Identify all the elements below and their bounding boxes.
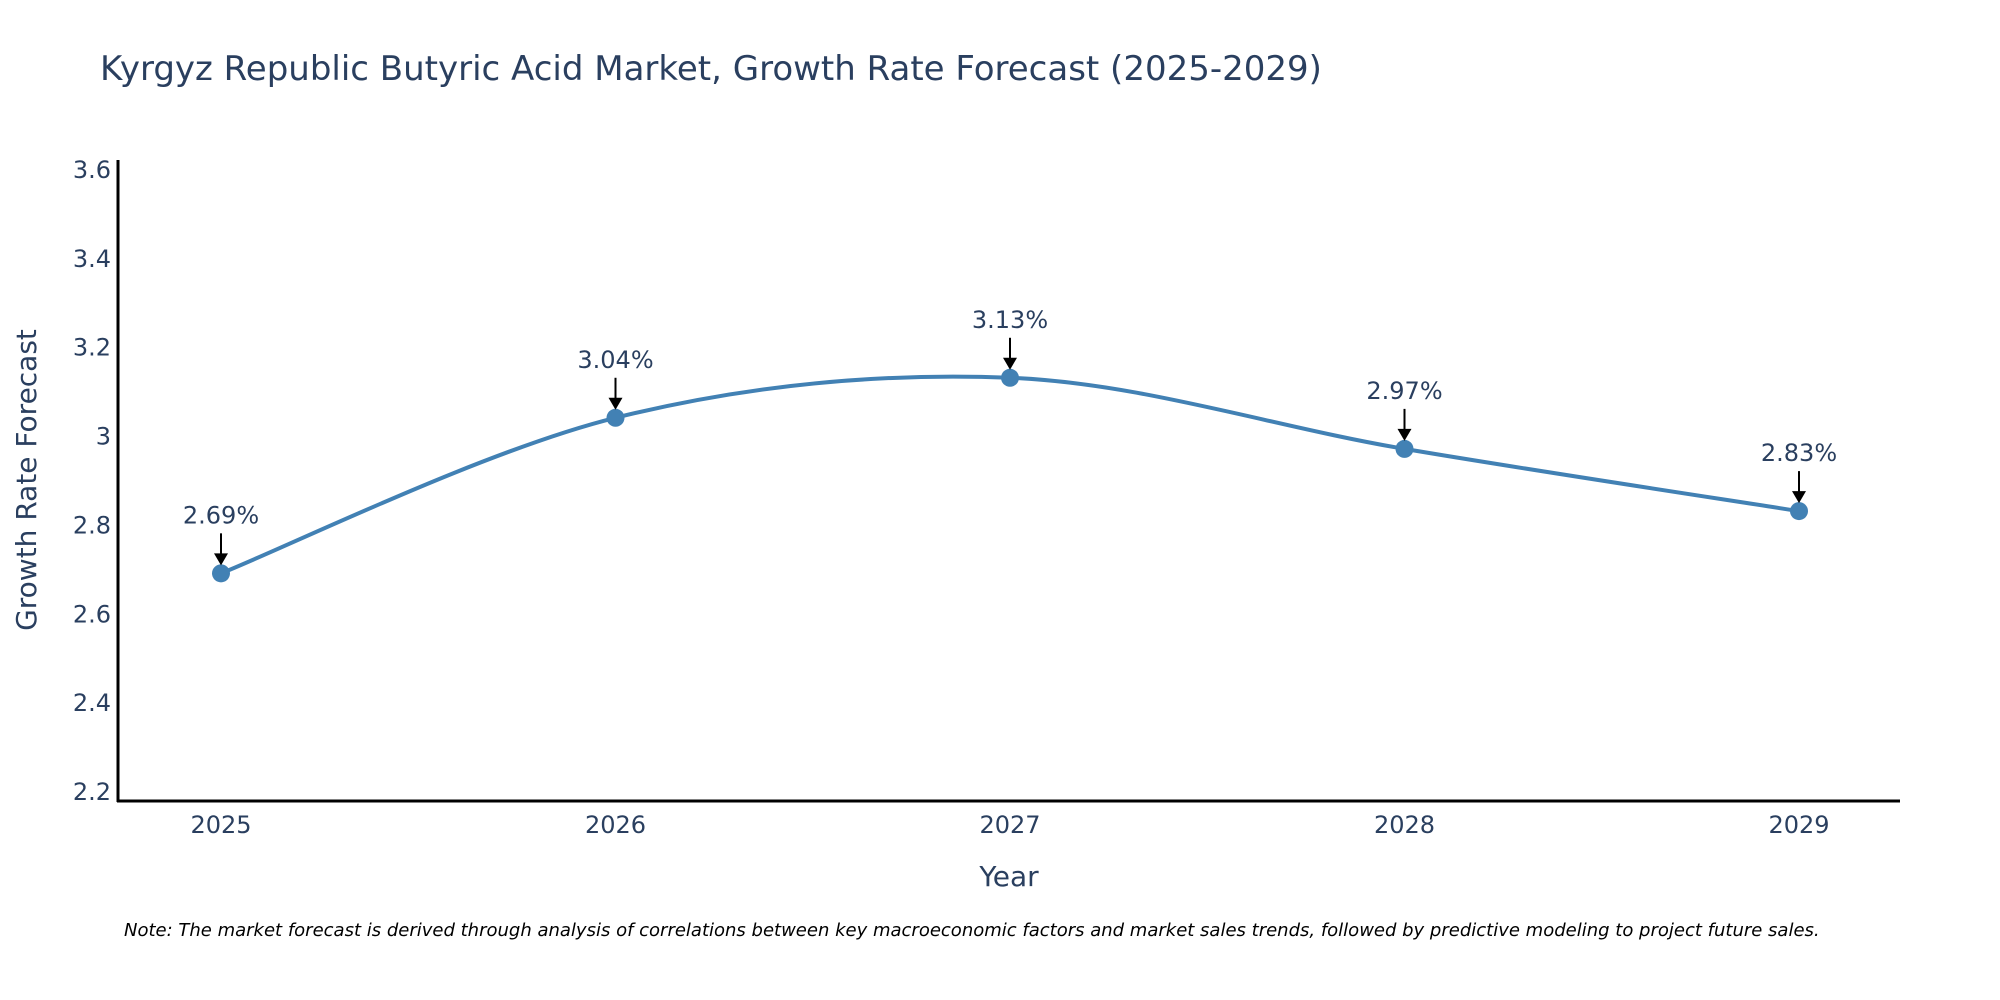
y-tick-label: 3.2	[73, 334, 111, 362]
x-tick-label: 2028	[1374, 811, 1435, 839]
x-axis-title: Year	[978, 860, 1039, 893]
chart-footnote: Note: The market forecast is derived thr…	[124, 920, 1820, 941]
data-label: 2.69%	[183, 501, 259, 529]
annotation-arrow-head	[1792, 491, 1806, 504]
x-tick-label: 2029	[1768, 811, 1829, 839]
x-axis-ticks: 2025 2026 2027 2028 2029	[190, 811, 1829, 839]
annotation-arrow-head	[1003, 357, 1017, 370]
data-label: 2.97%	[1366, 377, 1442, 405]
y-tick-label: 2.2	[73, 778, 111, 806]
y-tick-label: 3.4	[73, 245, 111, 273]
data-label: 3.13%	[972, 306, 1048, 334]
data-point	[1395, 439, 1414, 458]
series-line	[219, 374, 1801, 576]
annotation-arrow-head	[214, 553, 228, 566]
chart-title: Kyrgyz Republic Butyric Acid Market, Gro…	[100, 49, 1322, 89]
x-tick-label: 2027	[979, 811, 1040, 839]
data-label: 2.83%	[1761, 439, 1837, 467]
annotation-arrow-head	[1397, 428, 1412, 441]
y-axis-ticks: 2.2 2.4 2.6 2.8 3 3.2 3.4 3.6	[73, 156, 111, 806]
y-tick-label: 3	[96, 423, 111, 451]
data-label: 3.04%	[577, 346, 653, 374]
y-tick-label: 3.6	[73, 156, 111, 184]
data-point	[1790, 502, 1808, 521]
y-axis-title: Growth Rate Forecast	[10, 329, 43, 631]
y-tick-label: 2.6	[73, 600, 111, 628]
y-tick-label: 2.4	[73, 689, 111, 717]
annotation-arrow-head	[608, 397, 623, 410]
data-point	[1001, 368, 1019, 387]
data-point	[606, 408, 625, 427]
y-tick-label: 2.8	[73, 511, 111, 539]
data-annotations: 2.69% 3.04% 3.13% 2.97% 2.83%	[183, 306, 1837, 566]
data-point	[212, 564, 230, 583]
x-tick-label: 2025	[190, 811, 251, 839]
data-points	[212, 368, 1808, 583]
x-tick-label: 2026	[585, 811, 646, 839]
